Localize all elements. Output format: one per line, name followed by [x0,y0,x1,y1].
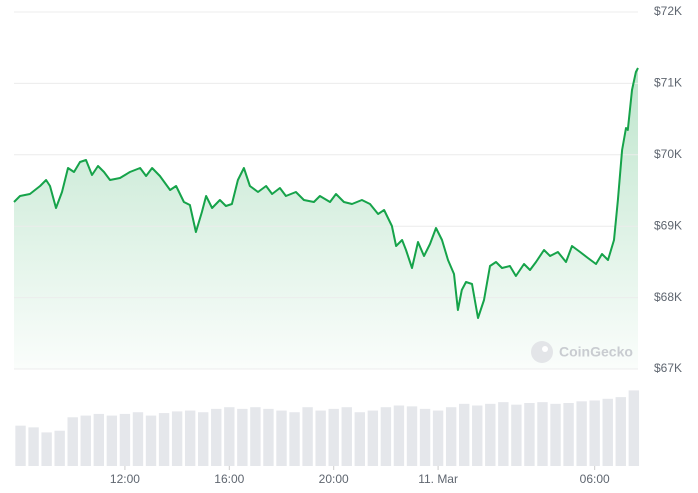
x-tick-label: 06:00 [580,472,610,486]
volume-bar [550,403,561,466]
volume-bar [211,408,222,466]
volume-bar [615,397,626,466]
x-tick-label: 12:00 [110,472,140,486]
volume-bar [263,408,274,466]
volume-bar [328,408,339,466]
volume-bar [432,410,444,466]
y-tick-label: $72K [654,4,682,18]
y-tick-label: $71K [654,76,682,90]
volume-bar [524,403,535,466]
volume-bar [93,413,105,466]
volume-bar [184,410,196,466]
volume-bar [106,415,118,466]
y-tick-label: $67K [654,361,682,375]
volume-bar [302,407,313,466]
volume-bar [511,404,522,466]
x-tick-label: 20:00 [319,472,349,486]
volume-bar [119,413,131,466]
volume-bar [15,425,26,466]
x-tick-label: 11. Mar [418,472,458,486]
volume-bar [393,405,405,466]
volume-bar [289,412,300,466]
volume-bar [458,403,470,466]
volume-bar [67,417,78,466]
volume-bar [537,402,548,466]
volume-bar [158,413,170,466]
volume-bar [628,390,640,466]
volume-bar [472,405,483,466]
volume-bar [498,402,509,466]
price-area [14,68,638,369]
y-tick-label: $69K [654,218,682,232]
volume-bar [341,407,352,466]
volume-bar [406,406,418,466]
volume-bar [380,407,392,466]
price-line [13,67,639,319]
volume-bar [41,432,52,466]
volume-bar [445,407,457,466]
volume-bar [276,410,287,466]
volume-bar [54,430,65,466]
volume-bar [80,415,91,466]
volume-bar [250,407,261,466]
volume-bar [145,415,157,466]
volume-bar [132,412,144,466]
volume-bar [198,412,209,466]
volume-bar [602,398,613,466]
watermark: CoinGecko [559,344,633,360]
volume-bar [367,410,379,466]
y-tick-label: $70K [654,147,682,161]
watermark-logo [531,341,553,363]
volume-bar [419,408,431,466]
volume-bar [576,401,587,466]
volume-bar [237,408,248,466]
volume-bar [315,410,326,466]
volume-bar [28,427,39,466]
volume-bar [563,403,574,466]
volume-bar [171,411,183,466]
x-tick-label: 16:00 [214,472,244,486]
volume-bar [485,403,496,466]
volume-bar [354,412,365,466]
volume-bar [589,400,600,466]
y-tick-label: $68K [654,290,682,304]
volume-bar [224,407,235,466]
